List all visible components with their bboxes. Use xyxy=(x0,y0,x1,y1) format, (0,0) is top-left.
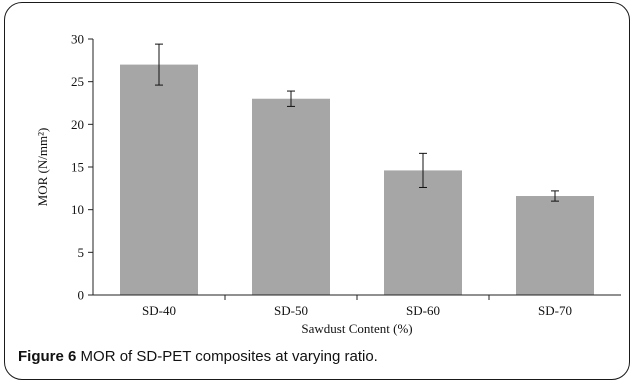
y-tick-label: 0 xyxy=(78,288,85,303)
error-bar xyxy=(419,152,427,188)
error-bar xyxy=(155,43,163,86)
bar-chart: 0 5 10 15 20 25 30 SD-40 SD-50 SD-60 SD-70 Sawdus… xyxy=(35,32,621,336)
y-tick-label: 15 xyxy=(71,160,84,175)
bar xyxy=(120,64,198,295)
bar xyxy=(384,170,462,295)
x-tick-label: SD-60 xyxy=(406,303,440,318)
error-bars-group xyxy=(155,43,559,202)
y-tick-label: 25 xyxy=(71,74,84,89)
figure-caption: Figure 6 MOR of SD-PET composites at var… xyxy=(18,348,378,365)
y-tick-label: 30 xyxy=(71,32,84,47)
error-bar xyxy=(551,190,559,202)
x-tick-label: SD-40 xyxy=(142,303,176,318)
y-ticks-group: 0 5 10 15 20 25 30 xyxy=(71,32,93,303)
bars-group xyxy=(120,64,594,295)
y-tick-label: 10 xyxy=(71,202,84,217)
y-tick-label: 5 xyxy=(78,245,85,260)
figure-caption-text: MOR of SD-PET composites at varying rati… xyxy=(80,348,378,365)
x-axis-title: Sawdust Content (%) xyxy=(301,321,412,336)
error-bar xyxy=(287,90,295,107)
bar xyxy=(516,196,594,295)
y-tick-label: 20 xyxy=(71,117,84,132)
bar xyxy=(252,98,330,295)
x-tick-label: SD-50 xyxy=(274,303,308,318)
x-tick-label: SD-70 xyxy=(538,303,572,318)
y-axis-title: MOR (N/mm²) xyxy=(35,128,50,207)
figure-label: Figure 6 xyxy=(18,348,77,365)
x-ticks-group: SD-40 SD-50 SD-60 SD-70 xyxy=(142,295,572,318)
figure-frame: 0 5 10 15 20 25 30 SD-40 SD-50 SD-60 SD-70 Sawdus… xyxy=(4,2,630,380)
